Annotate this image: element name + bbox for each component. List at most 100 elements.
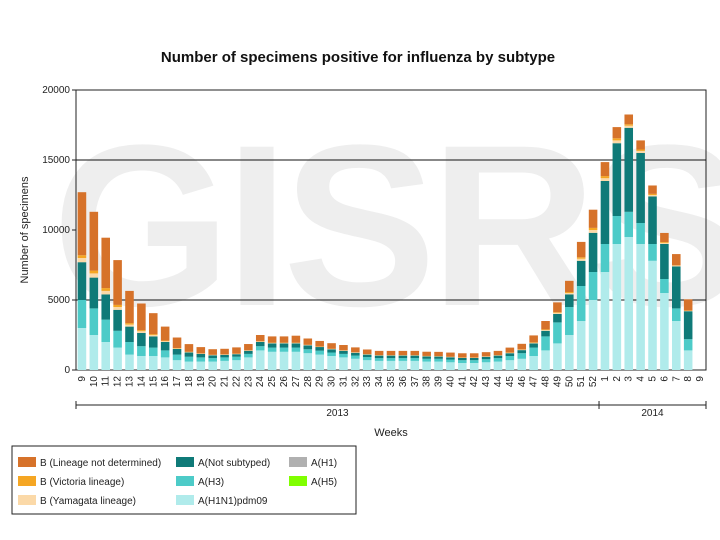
- bar-segment-w32-23-s7: [351, 347, 360, 353]
- bar-segment-w41-32-s7: [458, 353, 467, 358]
- x-tick-label-18: 27: [291, 376, 302, 388]
- bar-segment-w47-38-s1: [529, 347, 538, 356]
- bar-segment-w10-1-s1: [89, 308, 99, 335]
- bar-segment-w20-11-s1: [208, 358, 217, 362]
- bar-segment-w17-8-s5: [172, 348, 182, 349]
- legend-swatch-0: [18, 457, 36, 467]
- bar-segment-w6-49-s6: [660, 242, 669, 243]
- bar-segment-w26-17-s2: [279, 343, 289, 348]
- bar-segment-w14-5-s1: [137, 346, 146, 356]
- bar-segment-w11-2-s6: [101, 288, 110, 291]
- bar-segment-w49-40-s2: [553, 314, 562, 323]
- bar-segment-w29-20-s7: [315, 340, 324, 347]
- bar-segment-w15-6-s2: [148, 336, 158, 348]
- bar-segment-w3-46-s6: [624, 124, 634, 126]
- x-tick-label-33: 42: [469, 376, 480, 388]
- bar-segment-w2-45-s1: [612, 216, 622, 244]
- x-tick-label-7: 16: [160, 376, 171, 388]
- bar-segment-w52-43-s2: [588, 232, 598, 272]
- bar-segment-w7-50-s0: [672, 321, 681, 370]
- bar-segment-w50-41-s1: [565, 307, 574, 335]
- bar-segment-w11-2-s7: [101, 237, 110, 289]
- bar-segment-w42-33-s7: [469, 353, 479, 358]
- bar-segment-w30-21-s2: [327, 349, 336, 353]
- bar-segment-w11-2-s1: [101, 319, 110, 342]
- bar-segment-w21-12-s2: [220, 354, 229, 358]
- bar-segment-w45-36-s7: [505, 347, 515, 353]
- x-tick-label-43: 52: [588, 376, 599, 388]
- bar-segment-w44-35-s1: [493, 358, 503, 362]
- bar-segment-w45-36-s2: [505, 353, 515, 356]
- bar-segment-w13-4-s6: [125, 323, 134, 325]
- bar-segment-w14-5-s5: [137, 331, 146, 333]
- x-tick-label-17: 26: [279, 376, 290, 388]
- bar-segment-w10-1-s5: [89, 273, 99, 278]
- x-tick-label-14: 23: [243, 376, 254, 388]
- bar-segment-w28-19-s2: [303, 345, 313, 350]
- bar-segment-w27-18-s2: [291, 343, 301, 348]
- bar-segment-w41-32-s0: [458, 363, 467, 370]
- bar-segment-w10-1-s2: [89, 277, 99, 309]
- bar-segment-w3-46-s0: [624, 237, 634, 370]
- bar-segment-w52-43-s7: [588, 209, 598, 228]
- bar-segment-w30-21-s0: [327, 356, 336, 370]
- bar-segment-w8-51-s1: [683, 339, 693, 351]
- bar-segment-w37-28-s2: [410, 355, 420, 359]
- bar-segment-w13-4-s2: [125, 326, 134, 342]
- bar-segment-w15-6-s0: [148, 356, 158, 370]
- bar-segment-w12-3-s1: [113, 330, 122, 348]
- x-tick-label-30: 39: [434, 376, 445, 388]
- legend-swatch-4: [176, 476, 194, 486]
- x-tick-label-4: 13: [124, 376, 135, 388]
- bar-segment-w44-35-s2: [493, 355, 503, 359]
- x-tick-label-19: 28: [303, 376, 314, 388]
- bar-segment-w25-16-s2: [267, 343, 277, 348]
- bar-segment-w9-0-s5: [77, 258, 87, 263]
- bar-segment-w38-29-s0: [422, 361, 431, 370]
- bar-segment-w49-40-s1: [553, 322, 562, 344]
- bar-segment-w14-5-s7: [137, 303, 146, 331]
- bar-segment-w7-50-s5: [672, 265, 681, 267]
- bar-segment-w12-3-s6: [113, 304, 122, 307]
- bar-segment-w16-7-s7: [160, 326, 170, 341]
- bar-segment-w48-39-s5: [541, 329, 550, 331]
- bar-segment-w27-18-s1: [291, 347, 301, 352]
- bar-segment-w3-46-s1: [624, 211, 634, 237]
- bar-segment-w39-30-s7: [434, 351, 443, 357]
- x-tick-label-8: 17: [172, 376, 183, 388]
- bar-segment-w28-19-s0: [303, 353, 313, 370]
- bar-segment-w7-50-s1: [672, 308, 681, 321]
- x-tick-label-12: 21: [220, 376, 231, 388]
- y-tick-label-1: 5000: [48, 295, 71, 306]
- bar-segment-w35-26-s1: [386, 358, 396, 361]
- bar-segment-w5-48-s6: [648, 193, 657, 195]
- bar-segment-w43-34-s2: [481, 356, 491, 360]
- bar-segment-w12-3-s7: [113, 260, 122, 305]
- bar-segment-w17-8-s2: [172, 349, 182, 355]
- bar-segment-w9-0-s0: [77, 328, 87, 370]
- bar-segment-w51-42-s6: [576, 257, 586, 259]
- bar-segment-w2-45-s5: [612, 140, 622, 144]
- bar-segment-w16-7-s1: [160, 350, 170, 358]
- bar-segment-w40-31-s7: [446, 352, 455, 357]
- bar-segment-w51-42-s5: [576, 258, 586, 261]
- bar-segment-w49-40-s0: [553, 343, 562, 370]
- x-tick-label-49: 6: [659, 376, 670, 382]
- bar-segment-w30-21-s1: [327, 352, 336, 356]
- bar-segment-w24-15-s2: [255, 342, 265, 347]
- bar-segment-w9-0-s6: [77, 255, 87, 258]
- bar-segment-w1-44-s7: [600, 162, 610, 177]
- x-tick-label-46: 3: [624, 376, 635, 382]
- x-tick-label-50: 7: [671, 376, 682, 382]
- bar-segment-w25-16-s7: [267, 336, 277, 343]
- bar-segment-w42-33-s2: [469, 357, 479, 361]
- y-tick-label-4: 20000: [42, 85, 70, 96]
- bar-segment-w38-29-s7: [422, 351, 431, 356]
- bar-segment-w22-13-s0: [232, 360, 241, 370]
- bar-segment-w48-39-s1: [541, 336, 550, 351]
- bar-segment-w37-28-s1: [410, 358, 420, 361]
- bar-segment-w8-51-s2: [683, 311, 693, 340]
- bar-segment-w26-17-s0: [279, 351, 289, 370]
- bar-segment-w1-44-s5: [600, 178, 610, 181]
- x-tick-label-25: 34: [374, 376, 385, 388]
